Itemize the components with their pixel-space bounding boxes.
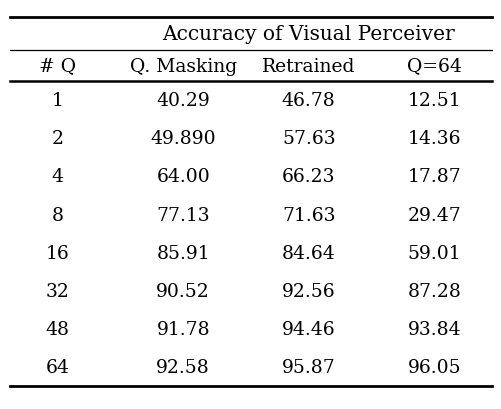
- Text: 57.63: 57.63: [282, 130, 335, 148]
- Text: 87.28: 87.28: [406, 282, 460, 300]
- Text: 91.78: 91.78: [156, 320, 209, 338]
- Text: # Q: # Q: [39, 58, 76, 75]
- Text: 85.91: 85.91: [156, 244, 209, 262]
- Text: 46.78: 46.78: [281, 92, 335, 110]
- Text: 92.58: 92.58: [156, 358, 210, 376]
- Text: 29.47: 29.47: [406, 206, 460, 224]
- Text: 64: 64: [46, 358, 70, 376]
- Text: 12.51: 12.51: [407, 92, 460, 110]
- Text: 48: 48: [46, 320, 70, 338]
- Text: 1: 1: [52, 92, 64, 110]
- Text: 90.52: 90.52: [156, 282, 210, 300]
- Text: 94.46: 94.46: [282, 320, 335, 338]
- Text: 16: 16: [46, 244, 70, 262]
- Text: Q=64: Q=64: [406, 58, 461, 75]
- Text: 59.01: 59.01: [407, 244, 460, 262]
- Text: 14.36: 14.36: [407, 130, 460, 148]
- Text: 71.63: 71.63: [282, 206, 335, 224]
- Text: 95.87: 95.87: [281, 358, 335, 376]
- Text: 2: 2: [52, 130, 64, 148]
- Text: 77.13: 77.13: [156, 206, 209, 224]
- Text: 92.56: 92.56: [282, 282, 335, 300]
- Text: 32: 32: [46, 282, 70, 300]
- Text: 66.23: 66.23: [282, 168, 335, 186]
- Text: 93.84: 93.84: [407, 320, 460, 338]
- Text: Accuracy of Visual Perceiver: Accuracy of Visual Perceiver: [162, 25, 454, 44]
- Text: 4: 4: [52, 168, 64, 186]
- Text: 40.29: 40.29: [156, 92, 210, 110]
- Text: Q. Masking: Q. Masking: [129, 58, 236, 75]
- Text: 17.87: 17.87: [406, 168, 460, 186]
- Text: 49.890: 49.890: [150, 130, 215, 148]
- Text: Retrained: Retrained: [262, 58, 355, 75]
- Text: 84.64: 84.64: [281, 244, 335, 262]
- Text: 64.00: 64.00: [156, 168, 210, 186]
- Text: 96.05: 96.05: [407, 358, 460, 376]
- Text: 8: 8: [52, 206, 64, 224]
